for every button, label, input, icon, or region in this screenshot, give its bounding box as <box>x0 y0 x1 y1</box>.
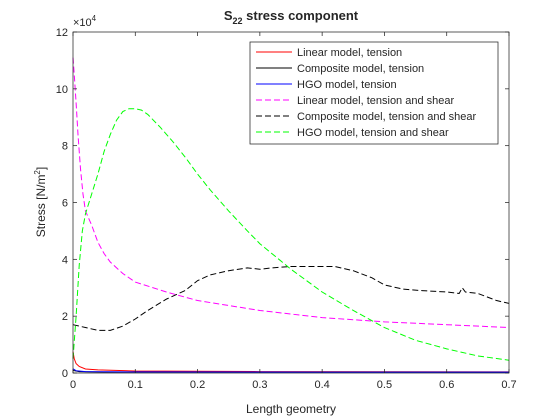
series-line-4 <box>72 57 510 329</box>
y-tick-label: 4 <box>62 254 68 266</box>
y-axis-exponent: ×104 <box>73 14 97 29</box>
y-axis-label-superscript: 2 <box>33 170 42 175</box>
x-tick-label: 0.7 <box>501 379 516 391</box>
legend-label: HGO model, tension and shear <box>297 127 449 139</box>
y-tick-label: 2 <box>62 311 68 323</box>
x-tick-label: 0.1 <box>128 379 143 391</box>
series-line-6 <box>72 108 510 361</box>
x-tick-label: 0.6 <box>439 379 454 391</box>
x-tick-label: 0.5 <box>377 379 392 391</box>
series-line-3 <box>72 368 509 373</box>
y-tick-label: 8 <box>62 141 68 153</box>
legend-item: Composite model, tension <box>256 63 424 75</box>
series-layer <box>72 57 510 373</box>
y-axis-label: Stress [N/m2] <box>33 167 48 237</box>
y-tick-label: 0 <box>62 368 68 380</box>
legend-label: Linear model, tension <box>297 47 402 59</box>
legend-item: Composite model, tension and shear <box>256 111 476 123</box>
legend-box <box>249 41 499 145</box>
x-tick-label: 0.3 <box>252 379 267 391</box>
legend-item: HGO model, tension <box>256 79 397 91</box>
x-tick-label: 0.2 <box>190 379 205 391</box>
legend-item: Linear model, tension and shear <box>256 95 454 107</box>
legend-item: HGO model, tension and shear <box>256 127 449 139</box>
chart-title-suffix: stress component <box>243 8 359 23</box>
legend-item: Linear model, tension <box>256 47 402 59</box>
series-line-1 <box>72 351 510 373</box>
y-tick-label: 10 <box>56 84 68 96</box>
y-axis-label-suffix: ] <box>34 167 48 170</box>
legend-label: Composite model, tension and shear <box>297 111 476 123</box>
ticks-layer: 0 0.1 0.2 0.3 0.4 0.5 0.6 0.7 0 2 4 6 8 10 12 <box>56 27 517 391</box>
x-axis-label: Length geometry <box>246 402 336 416</box>
y-tick-label: 12 <box>56 27 68 39</box>
x-tick-label: 0.4 <box>314 379 329 391</box>
chart-title: S22 stress component <box>224 8 359 26</box>
x-tick-label: 0 <box>70 379 76 391</box>
y-tick-label: 6 <box>62 198 68 210</box>
legend-label: Linear model, tension and shear <box>297 95 454 107</box>
y-axis-exponent-power: 4 <box>92 14 97 23</box>
legend: Linear model, tension Composite model, te… <box>249 41 499 145</box>
series-line-5 <box>72 265 510 331</box>
legend-label: HGO model, tension <box>297 79 397 91</box>
chart-title-subscript: 22 <box>233 16 243 26</box>
legend-label: Composite model, tension <box>297 63 424 75</box>
